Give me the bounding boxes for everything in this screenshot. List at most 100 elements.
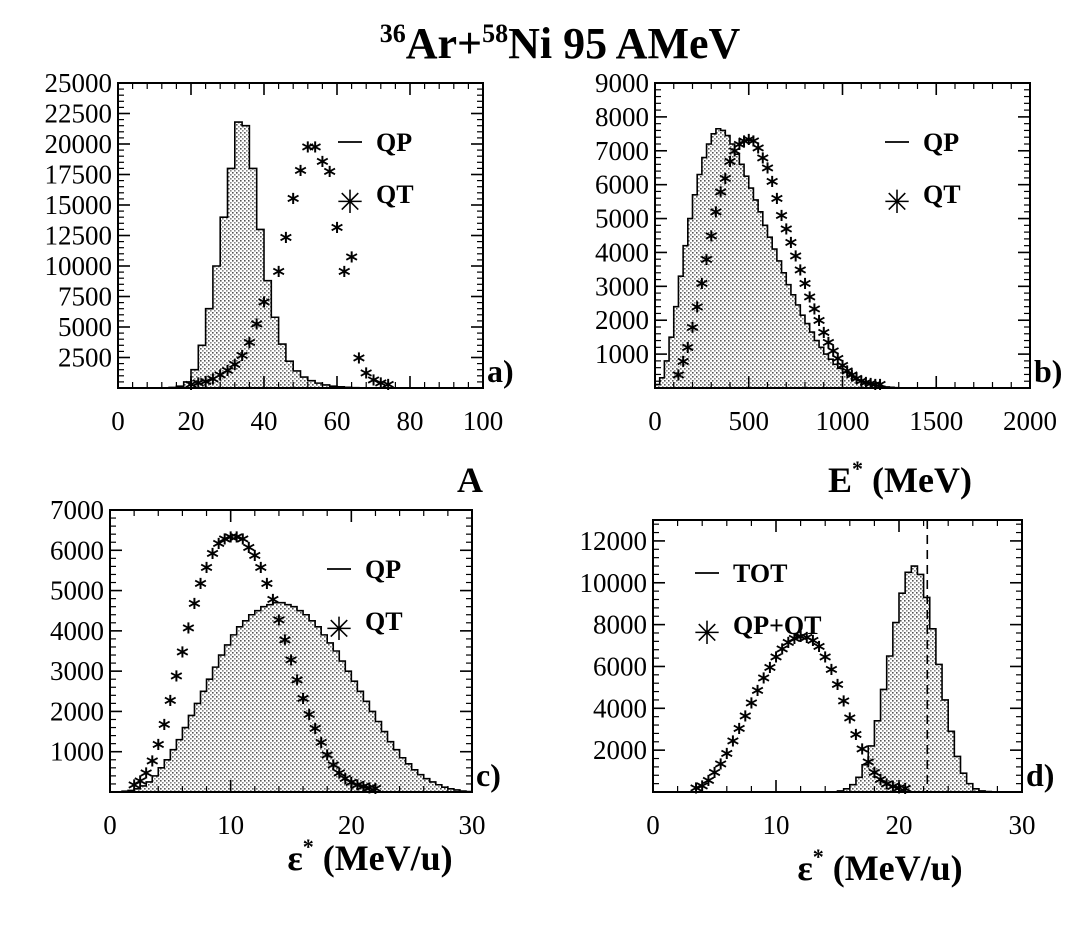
marker-point: * <box>682 338 695 366</box>
y-tick-label: 6000 <box>595 170 649 200</box>
marker-point: * <box>817 322 830 350</box>
marker-point: * <box>236 529 249 557</box>
legend-marker-label: QT <box>923 180 961 209</box>
marker-point: * <box>353 348 366 376</box>
marker-point: * <box>794 260 807 288</box>
marker-point: * <box>836 355 849 383</box>
marker-point: * <box>705 226 718 254</box>
marker-point: * <box>321 745 334 773</box>
marker-point: * <box>832 349 845 377</box>
marker-point: * <box>850 369 863 397</box>
panel-label: a) <box>487 353 514 389</box>
legend-marker-label: QP+QT <box>733 611 822 640</box>
marker-point: * <box>719 168 732 196</box>
y-tick-label: 7000 <box>595 136 649 166</box>
y-tick-label: 8000 <box>593 610 647 640</box>
marker-point: * <box>323 162 336 190</box>
x-tick-label: 10 <box>763 810 790 840</box>
marker-point: * <box>218 529 231 557</box>
marker-point: * <box>207 369 220 397</box>
panel-d: ***********************************20004… <box>580 519 1054 888</box>
marker-point: * <box>807 630 820 658</box>
marker-point: * <box>188 594 201 622</box>
marker-point: * <box>214 365 227 393</box>
y-tick-label: 2000 <box>50 696 104 726</box>
x-tick-label: 2000 <box>1003 406 1057 436</box>
marker-point: * <box>788 628 801 656</box>
marker-point: * <box>856 739 869 767</box>
x-tick-label: 20 <box>178 406 205 436</box>
marker-point: * <box>862 752 875 780</box>
marker-point: * <box>242 537 255 565</box>
y-tick-label: 2000 <box>593 735 647 765</box>
marker-point: * <box>287 188 300 216</box>
marker-point: * <box>236 346 249 374</box>
histogram-tot <box>836 565 998 793</box>
marker-point: * <box>813 311 826 339</box>
marker-point: * <box>733 718 746 746</box>
y-tick-label: 6000 <box>50 535 104 565</box>
x-tick-label: 1500 <box>909 406 963 436</box>
marker-point: * <box>176 642 189 670</box>
y-tick-label: 2500 <box>58 343 112 373</box>
y-tick-label: 4000 <box>595 237 649 267</box>
y-tick-label: 1000 <box>595 339 649 369</box>
marker-point: * <box>212 533 225 561</box>
y-tick-label: 10000 <box>580 568 648 598</box>
marker-point: * <box>357 777 370 805</box>
marker-point: * <box>158 715 171 743</box>
marker-point: * <box>850 725 863 753</box>
marker-point: * <box>714 182 727 210</box>
y-tick-label: 12500 <box>45 221 113 251</box>
marker-point: * <box>846 365 859 393</box>
marker-point: * <box>164 690 177 718</box>
marker-point: * <box>782 633 795 661</box>
y-tick-label: 7500 <box>58 282 112 312</box>
plot-frame <box>109 509 473 793</box>
marker-point: * <box>844 708 857 736</box>
marker-point: * <box>291 670 304 698</box>
y-tick-label: 5000 <box>595 204 649 234</box>
marker-point: * <box>738 131 751 159</box>
marker-point: * <box>785 233 798 261</box>
legend-marker-label: QT <box>376 180 414 209</box>
legend-line-label: TOT <box>733 559 787 588</box>
y-tick-label: 5000 <box>50 576 104 606</box>
marker-point: * <box>273 610 286 638</box>
y-tick-label: 8000 <box>595 102 649 132</box>
x-tick-label: 1000 <box>816 406 870 436</box>
histogram-qp <box>110 601 473 793</box>
marker-point: * <box>696 273 709 301</box>
marker-point: * <box>224 527 237 555</box>
marker-point: * <box>672 365 685 393</box>
marker-point: * <box>258 292 271 320</box>
marker-point: * <box>206 543 219 571</box>
marker-point: * <box>360 363 373 391</box>
marker-point: * <box>724 151 737 179</box>
marker-point: * <box>776 639 789 667</box>
figure-title: 36Ar+58Ni 95 AMeV <box>380 19 741 68</box>
marker-point: * <box>739 706 752 734</box>
marker-point: * <box>860 373 873 401</box>
legend-line-label: QP <box>923 128 959 157</box>
marker-point: * <box>780 219 793 247</box>
marker-point: * <box>243 332 256 360</box>
marker-point: * <box>294 160 307 188</box>
marker-point: * <box>799 273 812 301</box>
marker-point: * <box>757 668 770 696</box>
x-tick-label: 100 <box>463 406 504 436</box>
y-tick-label: 3000 <box>595 271 649 301</box>
panel-label: c) <box>476 757 501 793</box>
marker-point: * <box>733 134 746 162</box>
legend-line-label: QP <box>376 128 412 157</box>
y-tick-label: 10000 <box>45 251 113 281</box>
marker-point: * <box>297 688 310 716</box>
x-tick-label: 80 <box>397 406 424 436</box>
x-tick-label: 0 <box>103 810 117 840</box>
marker-point: * <box>691 297 704 325</box>
x-tick-label: 0 <box>646 810 660 840</box>
marker-point: * <box>230 527 243 555</box>
marker-point: * <box>789 246 802 274</box>
marker-point: * <box>728 141 741 169</box>
legend-marker-swatch: ✳ <box>326 610 353 648</box>
